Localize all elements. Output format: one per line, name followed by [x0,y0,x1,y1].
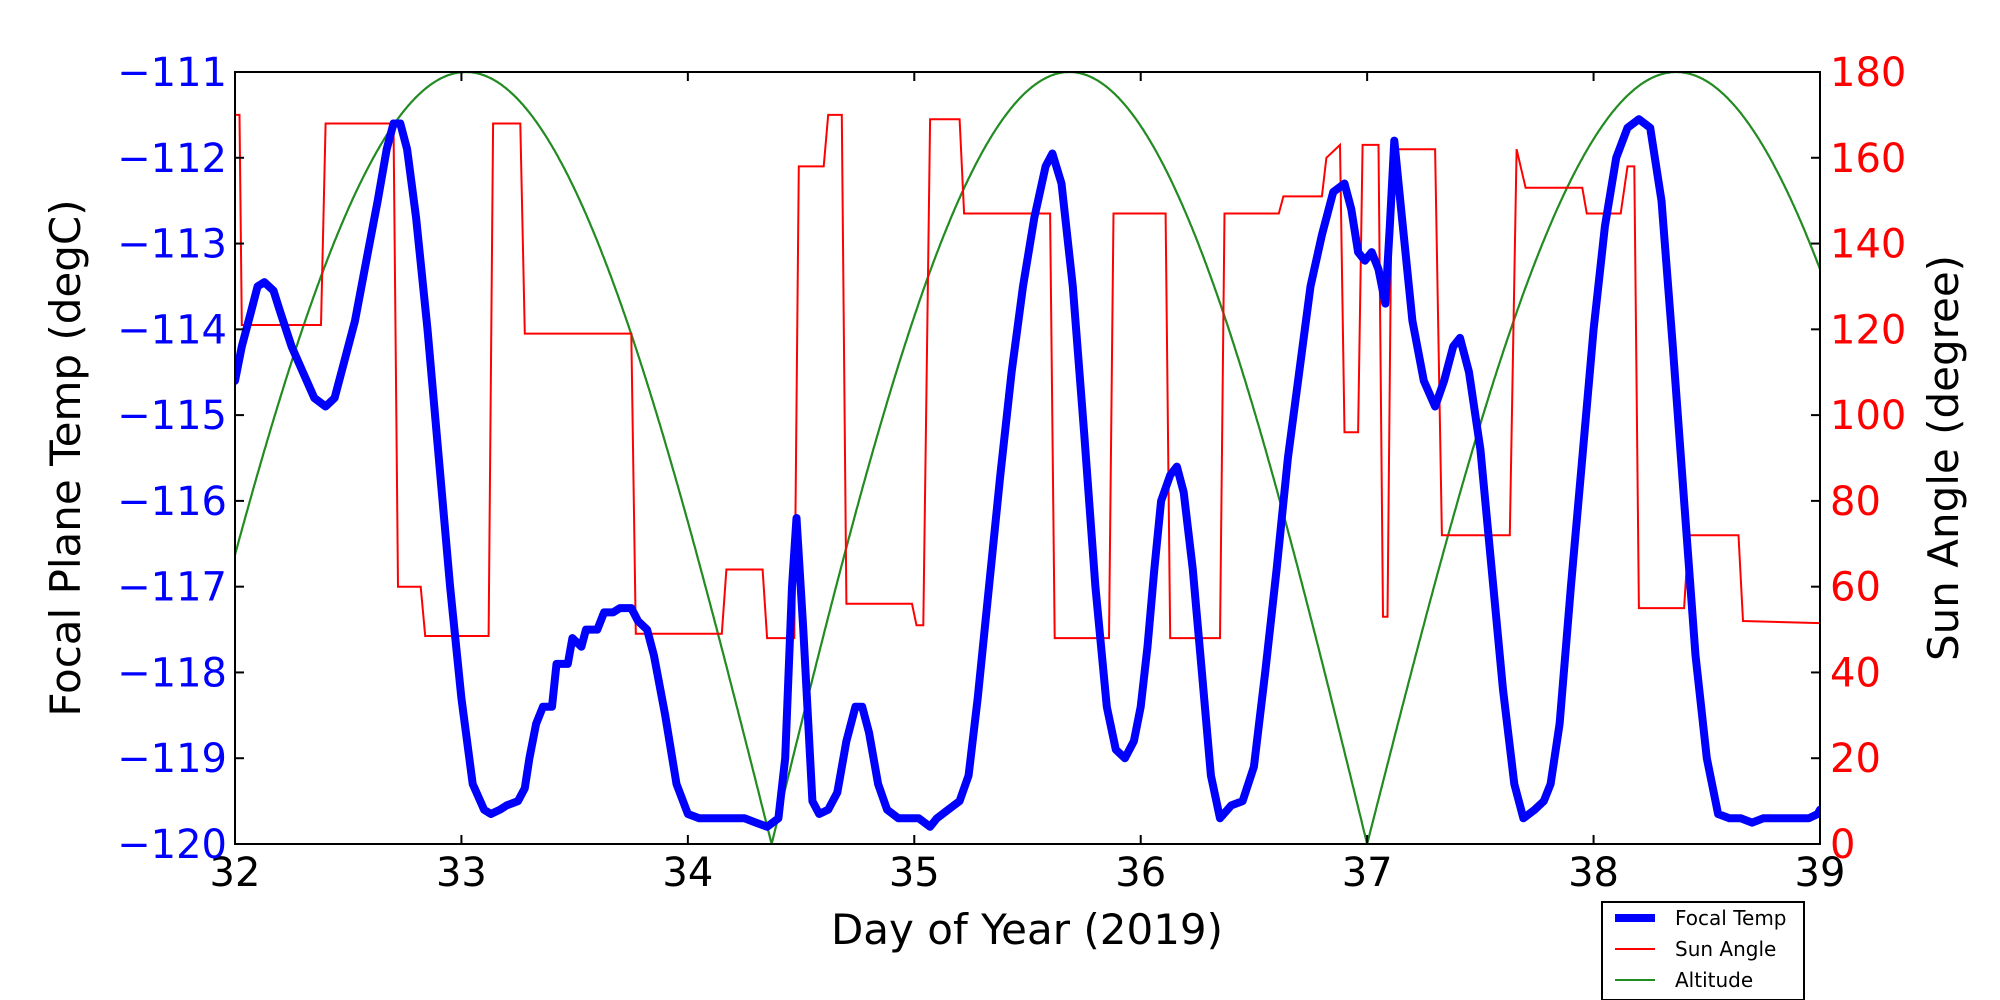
y-left-tick-label: −118 [117,650,227,696]
y-left-tick-label: −119 [117,736,227,782]
y-right-tick-label: 180 [1830,50,1906,96]
y-left-tick-label: −113 [117,222,227,268]
x-tick-label: 36 [1115,850,1166,896]
y-right-tick-label: 140 [1830,222,1906,268]
y-right-tick-label: 160 [1830,136,1906,182]
legend-label-focal-temp: Focal Temp [1675,906,1787,930]
y-left-tick-label: −112 [117,136,227,182]
legend: Focal Temp Sun Angle Altitude [1601,901,1805,1000]
y-right-tick-label: 40 [1830,650,1881,696]
y-left-tick-label: −115 [117,393,227,439]
x-tick-label: 38 [1568,850,1619,896]
y-right-tick-label: 20 [1830,736,1881,782]
x-tick-label: 35 [889,850,940,896]
x-tick-label: 33 [436,850,487,896]
y-right-tick-label: 80 [1830,479,1881,525]
x-tick-label: 32 [210,850,261,896]
y-right-tick-label: 100 [1830,393,1906,439]
y-right-tick-label: 0 [1830,822,1855,868]
sun-angle-series-line [235,113,1820,640]
legend-label-sun-angle: Sun Angle [1675,937,1776,961]
x-tick-label: 37 [1342,850,1393,896]
x-axis-label: Day of Year (2019) [831,905,1223,954]
y-left-tick-label: −117 [117,565,227,611]
plot-background [235,72,1820,844]
y-axis-label-left: Focal Plane Temp (degC) [41,199,90,716]
x-tick-label: 34 [662,850,713,896]
y-right-tick-label: 60 [1830,565,1881,611]
focal-temp-series-line [235,115,1820,831]
plot-frame [234,71,1821,845]
y-left-tick-label: −111 [117,50,227,96]
legend-label-altitude: Altitude [1675,968,1753,992]
x-tick-label: 39 [1795,850,1846,896]
y-left-tick-label: −120 [117,822,227,868]
y-axis-label-right: Sun Angle (degree) [1919,255,1968,661]
altitude-series-line [235,72,1820,844]
y-left-tick-label: −114 [117,307,227,353]
y-left-tick-label: −116 [117,479,227,525]
y-right-tick-label: 120 [1830,307,1906,353]
